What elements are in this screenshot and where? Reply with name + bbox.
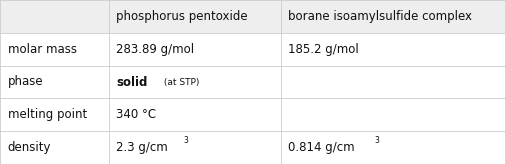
Text: 0.814 g/cm: 0.814 g/cm [288, 141, 355, 154]
Text: 3: 3 [183, 136, 188, 145]
Text: phosphorus pentoxide: phosphorus pentoxide [116, 10, 247, 23]
Text: melting point: melting point [8, 108, 87, 121]
Text: density: density [8, 141, 51, 154]
Text: 340 °C: 340 °C [116, 108, 156, 121]
Text: molar mass: molar mass [8, 43, 76, 56]
Text: 2.3 g/cm: 2.3 g/cm [116, 141, 168, 154]
Text: borane isoamylsulfide complex: borane isoamylsulfide complex [288, 10, 472, 23]
Text: (at STP): (at STP) [161, 78, 199, 86]
Text: 283.89 g/mol: 283.89 g/mol [116, 43, 194, 56]
Text: solid: solid [116, 75, 147, 89]
Text: phase: phase [8, 75, 43, 89]
Text: 185.2 g/mol: 185.2 g/mol [288, 43, 359, 56]
Text: 3: 3 [374, 136, 379, 145]
Bar [0, 0, 505, 33]
